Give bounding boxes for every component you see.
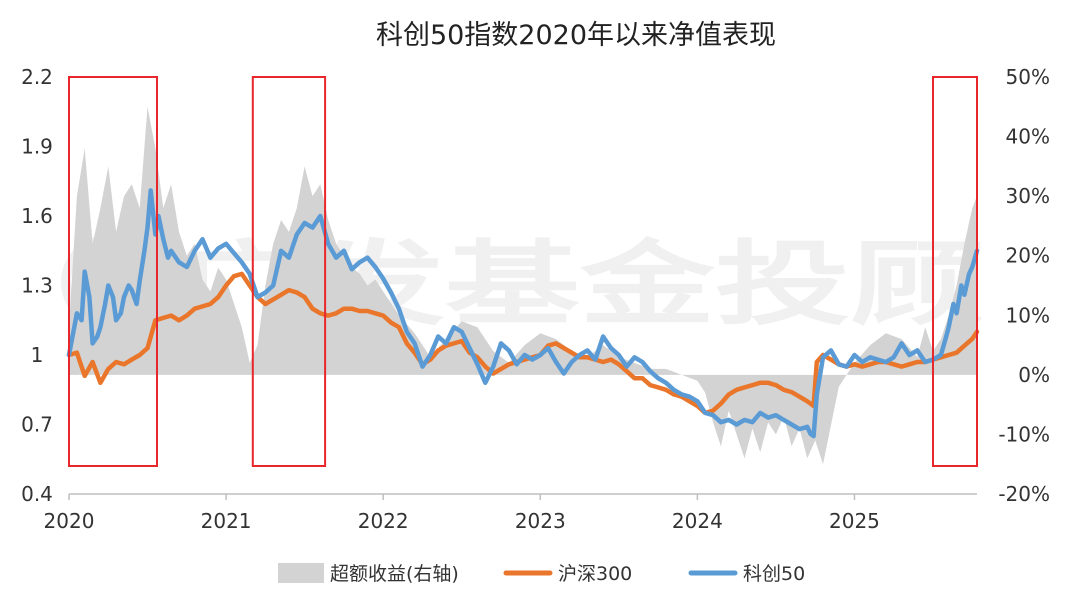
y-left-tick-label: 1.3 bbox=[21, 274, 53, 298]
x-tick-label: 2021 bbox=[201, 509, 252, 533]
y-right-tick-label: -10% bbox=[998, 422, 1050, 446]
y-right-tick-label: 40% bbox=[1006, 125, 1050, 149]
series-line-2 bbox=[66, 188, 980, 439]
chart-title: 科创50指数2020年以来净值表现 bbox=[376, 20, 776, 51]
y-right-tick-label: -20% bbox=[998, 482, 1050, 506]
x-tick-label: 2023 bbox=[515, 509, 566, 533]
y-left-tick-label: 1.9 bbox=[21, 135, 53, 159]
y-left-tick-label: 2.2 bbox=[21, 65, 53, 89]
y-right-tick-label: 20% bbox=[1006, 244, 1050, 268]
legend-label: 沪深300 bbox=[558, 563, 632, 585]
y-right-tick-label: 0% bbox=[1018, 363, 1050, 387]
highlight-box-1 bbox=[68, 76, 158, 467]
highlight-box-3 bbox=[932, 76, 978, 467]
x-tick-label: 2025 bbox=[829, 509, 880, 533]
y-left-tick-label: 0.7 bbox=[21, 413, 53, 437]
legend-label: 超额收益(右轴) bbox=[330, 563, 459, 585]
y-left-tick-label: 1 bbox=[31, 343, 44, 367]
y-left-tick-label: 0.4 bbox=[21, 482, 53, 506]
y-right-tick-label: 50% bbox=[1006, 65, 1050, 89]
x-tick-label: 2022 bbox=[358, 509, 409, 533]
y-right-tick-label: 30% bbox=[1006, 184, 1050, 208]
y-left-tick-label: 1.6 bbox=[21, 204, 53, 228]
series-area-excess-return bbox=[69, 106, 977, 465]
y-right-tick-label: 10% bbox=[1006, 303, 1050, 327]
highlight-box-2 bbox=[251, 76, 327, 467]
legend-swatch-area bbox=[278, 563, 324, 583]
x-tick-label: 2024 bbox=[672, 509, 723, 533]
legend-label: 科创50 bbox=[743, 563, 805, 585]
x-tick-label: 2020 bbox=[44, 509, 95, 533]
